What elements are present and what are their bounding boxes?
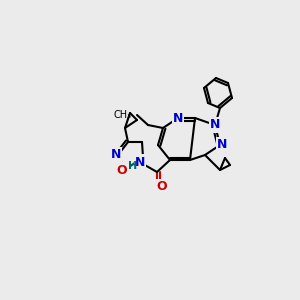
Text: N: N [135, 155, 145, 169]
Text: O: O [117, 164, 127, 176]
Text: O: O [157, 181, 167, 194]
Text: N: N [210, 118, 220, 131]
Text: N: N [217, 139, 227, 152]
Text: N: N [111, 148, 121, 161]
Text: CH₃: CH₃ [114, 110, 132, 120]
Text: H: H [128, 161, 138, 171]
Text: N: N [173, 112, 183, 124]
